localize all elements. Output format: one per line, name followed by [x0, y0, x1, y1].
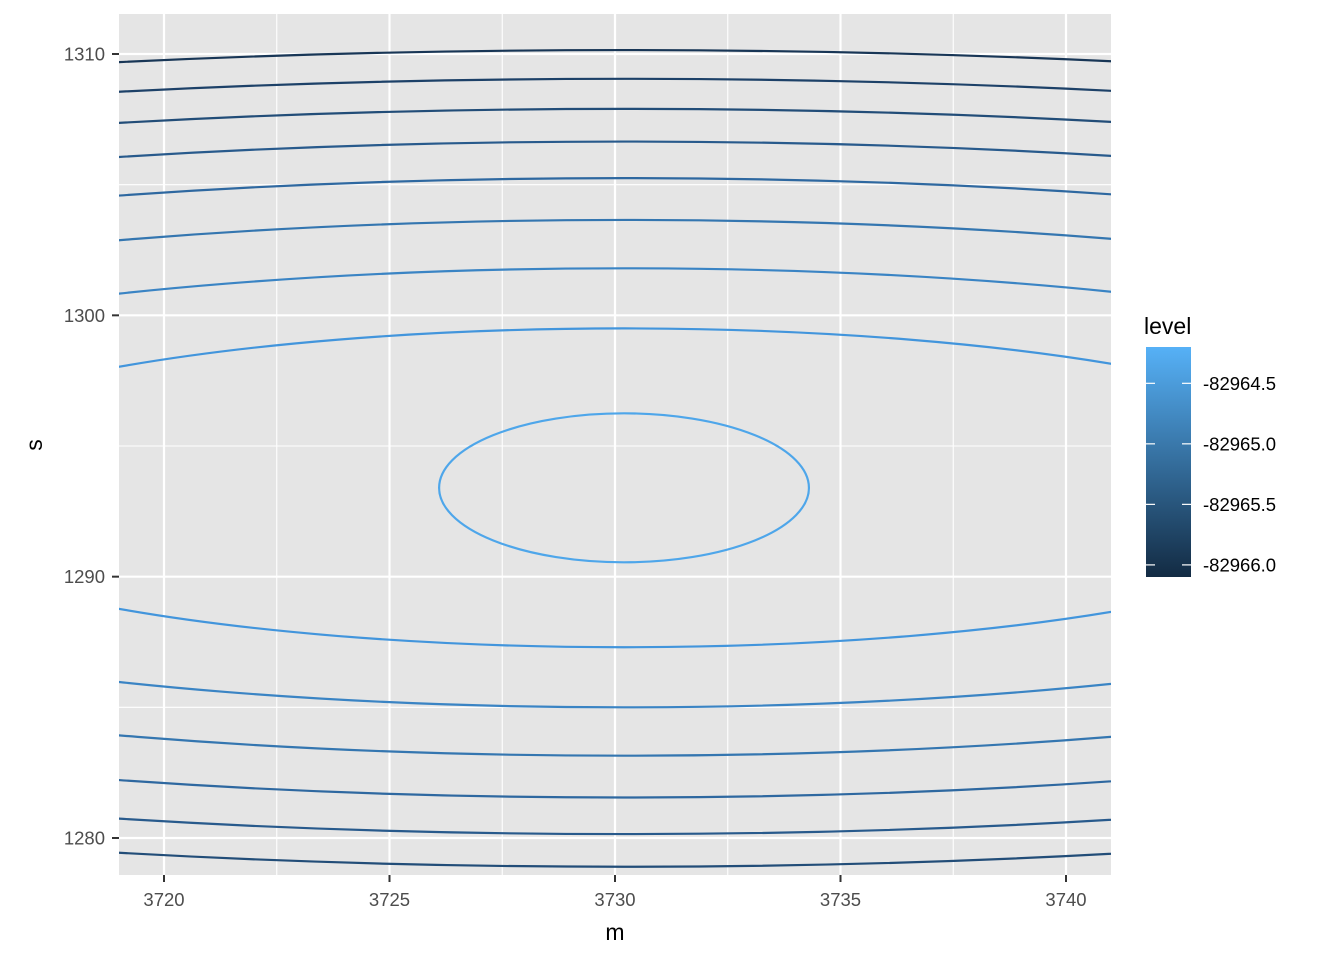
x-axis: 3720 3725 3730 3735 3740 — [143, 875, 1087, 910]
y-tick-label: 1290 — [64, 566, 105, 587]
y-axis: 1280 1290 1300 1310 — [64, 44, 119, 849]
contour-line — [119, 49, 1111, 64]
x-tick-label: 3725 — [369, 889, 410, 910]
contour-line — [119, 77, 1111, 94]
x-tick-label: 3730 — [594, 889, 635, 910]
legend-ticks: -82964.5 -82965.0 -82965.5 -82966.0 — [1146, 373, 1276, 575]
y-axis-title: s — [21, 439, 47, 451]
contour-line — [119, 218, 1111, 757]
major-gridlines — [119, 14, 1111, 875]
contour-line — [119, 267, 1111, 709]
legend: level -82964.5 -82965.0 -82965.5 -82966.0 — [1144, 313, 1276, 577]
y-tick-label: 1310 — [64, 44, 105, 65]
contour-lines — [119, 49, 1111, 868]
contour-line — [119, 140, 1111, 836]
x-tick-label: 3735 — [820, 889, 861, 910]
contour-line — [119, 177, 1111, 799]
contour-line — [119, 107, 1111, 868]
legend-tick-label: -82965.5 — [1203, 494, 1276, 515]
legend-tick-label: -82965.0 — [1203, 433, 1276, 454]
x-tick-label: 3740 — [1045, 889, 1086, 910]
y-tick-label: 1280 — [64, 828, 105, 849]
legend-title: level — [1144, 313, 1191, 339]
legend-tick-label: -82964.5 — [1203, 373, 1276, 394]
x-axis-title: m — [605, 919, 624, 945]
legend-colorbar — [1146, 347, 1191, 577]
x-tick-label: 3720 — [143, 889, 184, 910]
contour-line — [119, 327, 1111, 649]
legend-tick-label: -82966.0 — [1203, 554, 1276, 575]
y-tick-label: 1300 — [64, 305, 105, 326]
contour-line — [438, 412, 811, 564]
